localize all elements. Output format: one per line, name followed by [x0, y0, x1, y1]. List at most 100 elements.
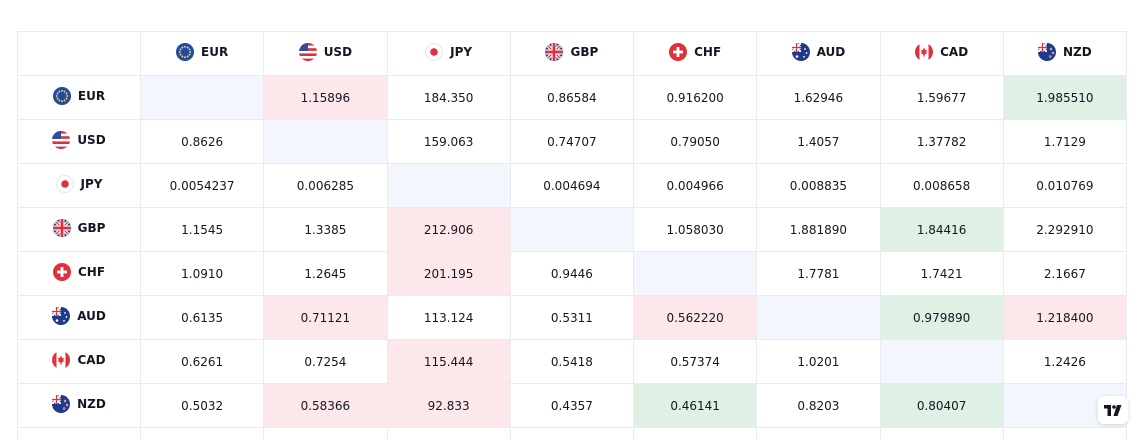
rate-cell[interactable]: 1.1545 [139, 207, 265, 252]
row-header-label-gbp[interactable]: GBP [52, 219, 105, 237]
rate-cell[interactable]: 0.9446 [509, 251, 635, 296]
rate-cell[interactable]: 0.008658 [879, 163, 1004, 208]
rate-cell[interactable]: 0.8203 [756, 383, 881, 428]
us-flag-icon [298, 43, 317, 61]
rate-cell[interactable]: 1.59677 [879, 75, 1004, 120]
column-header-label-aud[interactable]: AUD [791, 43, 845, 61]
rate-cell[interactable]: 184.350 [386, 75, 511, 120]
table-row: CHF 1.0910 1.2645 201.195 0.9446 1.7781 1.7421… [17, 251, 1128, 296]
rate-cell[interactable]: 1.2426 [1002, 339, 1128, 384]
rate-cell[interactable]: 1.84416 [879, 207, 1004, 252]
rate-cell[interactable]: 2.292910 [1002, 207, 1128, 252]
rate-cell[interactable]: 1.4057 [756, 119, 881, 164]
diagonal-cell [263, 119, 388, 164]
currency-code: NZD [77, 397, 106, 411]
rate-cell[interactable]: 1.7781 [756, 251, 881, 296]
rate-cell[interactable]: 1.0201 [756, 339, 881, 384]
new-zealand-flag-icon [1038, 43, 1057, 61]
canada-flag-icon [915, 43, 934, 61]
header-row: EUR USD JPY GBP CHF AUD CAD NZD [17, 31, 1128, 76]
column-header-label-cad[interactable]: CAD [915, 43, 968, 61]
rate-cell[interactable]: 212.906 [386, 207, 511, 252]
rate-cell[interactable]: 0.979890 [879, 295, 1004, 340]
column-header-label-usd[interactable]: USD [298, 43, 352, 61]
rate-cell[interactable]: 0.004966 [632, 163, 758, 208]
column-header: NZD [1002, 31, 1128, 76]
rate-cell[interactable]: 0.5032 [139, 383, 265, 428]
rate-cell[interactable]: 0.58366 [263, 383, 388, 428]
row-header-label-eur[interactable]: EUR [52, 87, 106, 105]
column-header-label-jpy[interactable]: JPY [425, 43, 472, 61]
swiss-flag-icon [669, 43, 688, 61]
rate-cell[interactable]: 1.62946 [756, 75, 881, 120]
column-header-label-gbp[interactable]: GBP [545, 43, 598, 61]
row-header: NZD [17, 383, 141, 428]
column-header: CHF [632, 31, 758, 76]
rate-cell[interactable]: 0.4357 [509, 383, 635, 428]
rate-cell[interactable]: 0.004694 [509, 163, 635, 208]
partial-cell [756, 427, 881, 440]
currency-code: EUR [77, 89, 106, 103]
rate-cell[interactable]: 1.881890 [756, 207, 881, 252]
row-header: CHF [17, 251, 141, 296]
table-row: NZD 0.5032 0.58366 92.833 0.4357 0.46141 0.820… [17, 383, 1128, 428]
row-header-label-cad[interactable]: CAD [52, 351, 106, 369]
rate-cell[interactable]: 1.37782 [879, 119, 1004, 164]
rate-cell[interactable]: 201.195 [386, 251, 511, 296]
rate-cell[interactable]: 0.0054237 [139, 163, 265, 208]
rate-cell[interactable]: 0.6135 [139, 295, 265, 340]
rate-cell[interactable]: 1.0910 [139, 251, 265, 296]
column-header: GBP [509, 31, 635, 76]
diagonal-cell [879, 339, 1004, 384]
table-header: EUR USD JPY GBP CHF AUD CAD NZD [17, 31, 1128, 76]
row-header-label-usd[interactable]: USD [52, 131, 106, 149]
row-header-label-jpy[interactable]: JPY [55, 175, 102, 193]
rate-cell[interactable]: 0.57374 [632, 339, 758, 384]
rate-cell[interactable]: 1.985510 [1002, 75, 1128, 120]
rate-cell[interactable]: 1.058030 [632, 207, 758, 252]
row-header-label-chf[interactable]: CHF [52, 263, 106, 281]
table-row: USD 0.8626 159.063 0.74707 0.79050 1.4057 1.37… [17, 119, 1128, 164]
table-body: EUR 1.15896 184.350 0.86584 0.916200 1.62946 1… [17, 75, 1128, 440]
rate-cell[interactable]: 0.8626 [139, 119, 265, 164]
rate-cell[interactable]: 113.124 [386, 295, 511, 340]
rate-cell[interactable]: 0.74707 [509, 119, 635, 164]
rate-cell[interactable]: 115.444 [386, 339, 511, 384]
tradingview-logo-icon[interactable] [1098, 396, 1128, 424]
rate-cell[interactable]: 0.86584 [509, 75, 635, 120]
currency-code: JPY [450, 45, 473, 59]
column-header-label-eur[interactable]: EUR [176, 43, 228, 61]
rate-cell[interactable]: 1.7129 [1002, 119, 1128, 164]
rate-cell[interactable]: 0.80407 [879, 383, 1004, 428]
currency-code: CHF [77, 265, 106, 279]
rate-cell[interactable]: 0.5418 [509, 339, 635, 384]
diagonal-cell [509, 207, 635, 252]
rate-cell[interactable]: 0.562220 [632, 295, 758, 340]
column-header: CAD [879, 31, 1004, 76]
row-header-label-aud[interactable]: AUD [52, 307, 106, 325]
canada-flag-icon [52, 351, 71, 369]
rate-cell[interactable]: 2.1667 [1002, 251, 1128, 296]
rate-cell[interactable]: 159.063 [386, 119, 511, 164]
rate-cell[interactable]: 92.833 [386, 383, 511, 428]
rate-cell[interactable]: 0.7254 [263, 339, 388, 384]
rate-cell[interactable]: 0.006285 [263, 163, 388, 208]
column-header-label-nzd[interactable]: NZD [1038, 43, 1092, 61]
rate-cell[interactable]: 0.79050 [632, 119, 758, 164]
rate-cell[interactable]: 0.46141 [632, 383, 758, 428]
rate-cell[interactable]: 1.7421 [879, 251, 1004, 296]
rate-cell[interactable]: 1.15896 [263, 75, 388, 120]
rate-cell[interactable]: 1.2645 [263, 251, 388, 296]
rate-cell[interactable]: 0.008835 [756, 163, 881, 208]
table-row: GBP 1.1545 1.3385 212.906 1.058030 1.881890 1.… [17, 207, 1128, 252]
column-header-label-chf[interactable]: CHF [669, 43, 721, 61]
rate-cell[interactable]: 1.3385 [263, 207, 388, 252]
partial-cell [386, 427, 511, 440]
rate-cell[interactable]: 1.218400 [1002, 295, 1128, 340]
rate-cell[interactable]: 0.6261 [139, 339, 265, 384]
row-header-label-nzd[interactable]: NZD [52, 395, 106, 413]
rate-cell[interactable]: 0.916200 [632, 75, 758, 120]
rate-cell[interactable]: 0.71121 [263, 295, 388, 340]
rate-cell[interactable]: 0.010769 [1002, 163, 1128, 208]
rate-cell[interactable]: 0.5311 [509, 295, 635, 340]
